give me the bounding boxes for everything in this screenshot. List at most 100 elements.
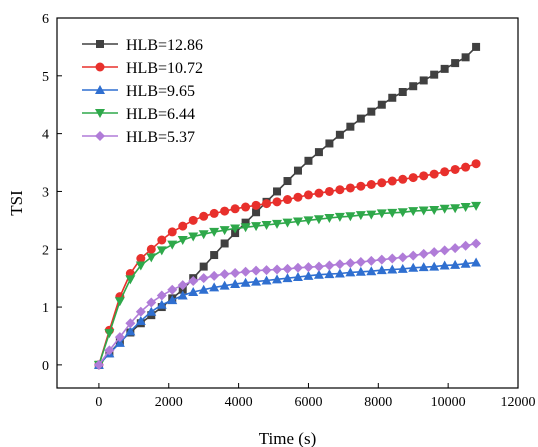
plot-frame (56, 17, 519, 389)
data-point (418, 248, 429, 259)
data-point (430, 70, 439, 79)
data-point (251, 200, 261, 210)
data-point (188, 276, 199, 287)
data-point (282, 263, 293, 274)
data-point (472, 42, 481, 51)
y-tick-label: 1 (42, 301, 49, 316)
data-point (471, 238, 482, 249)
data-point (408, 250, 419, 261)
legend-label: HLB=12.86 (126, 37, 203, 54)
data-point (199, 262, 208, 271)
data-point (230, 267, 241, 278)
data-point (346, 122, 355, 131)
data-point (451, 59, 460, 68)
series-3 (93, 257, 482, 369)
data-point (366, 266, 377, 276)
data-point (292, 217, 303, 227)
data-point (146, 253, 157, 263)
legend-marker (95, 62, 105, 72)
data-point (146, 306, 157, 316)
data-point (135, 261, 146, 271)
x-tick-label: 0 (95, 395, 102, 410)
data-point (387, 176, 397, 186)
data-point (356, 114, 365, 123)
data-point (471, 159, 481, 169)
data-point (408, 207, 419, 217)
data-point (303, 262, 314, 273)
data-point (460, 240, 471, 251)
data-point (219, 226, 230, 236)
data-point (335, 130, 344, 139)
data-point (114, 332, 125, 343)
data-point (167, 227, 177, 237)
data-point (178, 221, 188, 231)
data-point (366, 210, 377, 220)
data-point (261, 275, 272, 285)
data-point (240, 266, 251, 277)
x-tick-label: 10000 (431, 395, 466, 410)
y-tick-label: 3 (42, 185, 49, 200)
data-point (114, 297, 125, 307)
data-point (471, 257, 482, 267)
data-point (251, 265, 262, 276)
data-point (230, 204, 240, 214)
data-point (156, 299, 167, 309)
data-point (419, 76, 428, 85)
data-point (324, 260, 335, 271)
data-point (272, 219, 283, 229)
data-point (293, 166, 302, 175)
data-point (156, 290, 167, 301)
data-point (198, 273, 209, 284)
data-point (324, 214, 335, 224)
data-point (219, 280, 230, 290)
data-point (261, 220, 272, 230)
data-point (419, 171, 429, 181)
data-point (387, 264, 398, 274)
data-point (199, 211, 209, 221)
data-point (251, 276, 262, 286)
data-point (324, 269, 335, 279)
legend-entry: HLB=5.37 (82, 129, 195, 146)
legend-entry: HLB=9.65 (82, 83, 195, 100)
data-point (125, 275, 136, 285)
data-point (345, 258, 356, 269)
data-point (210, 251, 219, 260)
data-point (325, 139, 334, 148)
data-point (461, 53, 470, 62)
data-point (303, 190, 313, 200)
data-point (345, 267, 356, 277)
series-5 (93, 238, 482, 370)
data-point (356, 181, 366, 191)
y-axis-title: TSI (7, 190, 26, 216)
data-point (377, 178, 387, 188)
data-point (429, 261, 440, 271)
series-4 (93, 201, 482, 370)
data-point (177, 280, 188, 291)
data-point (397, 263, 408, 273)
data-point (450, 164, 460, 174)
legend-marker (96, 40, 104, 48)
legend-marker (95, 109, 105, 118)
data-point (314, 148, 323, 157)
legend-marker (95, 85, 105, 94)
data-point (292, 272, 303, 281)
data-point (429, 247, 440, 258)
data-point (114, 337, 125, 347)
data-point (125, 318, 136, 329)
data-point (314, 188, 324, 198)
data-point (376, 209, 387, 219)
data-point (397, 252, 408, 263)
legend-label: HLB=6.44 (126, 106, 195, 123)
data-point (313, 261, 324, 272)
legend-entry: HLB=6.44 (82, 106, 195, 123)
data-point (135, 315, 146, 325)
data-point (303, 216, 314, 226)
data-point (409, 82, 418, 91)
tick-labels: 0 2000 4000 6000 8000 10000 12000 0 1 2 3 4 5 6 (42, 12, 536, 410)
data-point (366, 180, 376, 189)
data-point (293, 192, 303, 202)
data-point (355, 256, 366, 267)
y-tick-label: 6 (42, 12, 49, 27)
data-point (461, 162, 471, 172)
